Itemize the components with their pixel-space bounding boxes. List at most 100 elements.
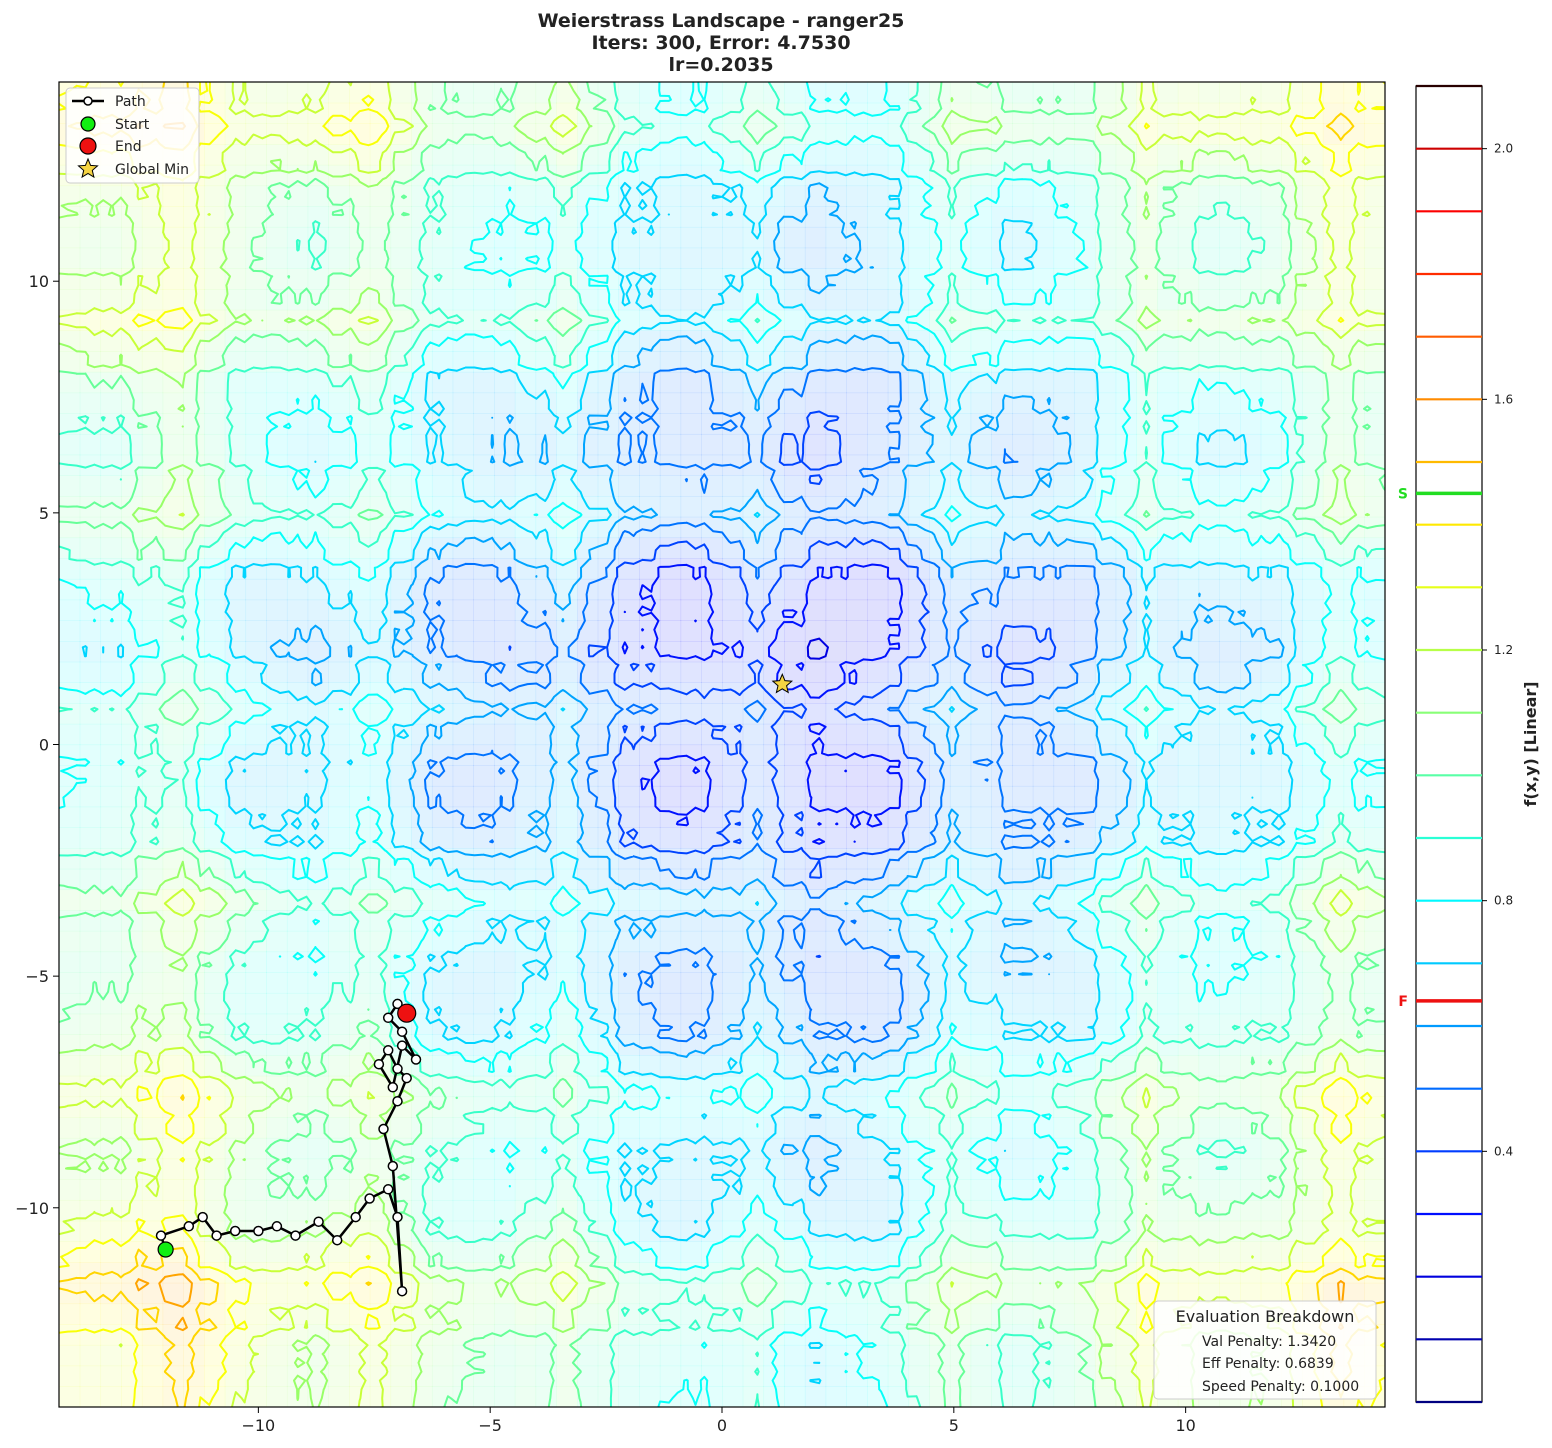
heat-cell (680, 496, 702, 518)
heat-cell (784, 185, 806, 207)
heat-cell (639, 682, 661, 704)
heat-cell (162, 806, 184, 828)
heat-cell (79, 1386, 102, 1407)
heat-cell (514, 82, 537, 104)
heat-cell (970, 1055, 992, 1077)
heat-cell (680, 433, 702, 456)
heat-cell (349, 268, 371, 290)
heat-cell (1364, 1013, 1385, 1035)
heat-cell (266, 578, 288, 601)
heat-cell (59, 848, 81, 870)
heat-cell (1136, 661, 1158, 683)
heat-cell (307, 744, 329, 766)
heat-cell (328, 226, 350, 249)
heat-cell (1032, 82, 1055, 104)
heat-cell (1157, 371, 1179, 394)
heat-cell (59, 785, 81, 808)
heat-cell (473, 1324, 495, 1346)
chart-title-line-1: Weierstrass Landscape - ranger25 (538, 10, 905, 32)
colorbar-tick-label: 1.6 (1494, 392, 1513, 406)
heat-cell (639, 1199, 661, 1222)
heat-cell (183, 806, 205, 828)
heat-cell (162, 578, 184, 601)
heat-cell (224, 123, 247, 145)
heat-cell (79, 433, 102, 456)
heat-cell (266, 433, 288, 456)
heat-cell (59, 661, 81, 683)
heat-cell (701, 1220, 723, 1242)
heat-cell (680, 1303, 702, 1325)
heat-cell (991, 433, 1013, 456)
heat-cell (266, 82, 288, 104)
heat-cell (742, 1344, 765, 1367)
heat-cell (991, 1282, 1013, 1305)
heat-cell (452, 620, 474, 642)
heat-cell (141, 578, 164, 601)
heat-cell (722, 972, 744, 994)
heat-cell (701, 765, 723, 787)
heat-cell (79, 475, 102, 497)
heat-cell (908, 1013, 930, 1035)
heat-cell (639, 247, 661, 269)
heat-cell (680, 951, 702, 973)
heat-cell (286, 1262, 309, 1284)
heat-cell (639, 1034, 661, 1056)
heat-cell (1198, 1220, 1220, 1242)
heat-cell (576, 1117, 599, 1139)
heat-cell (970, 703, 992, 725)
heat-cell (59, 475, 81, 497)
heat-cell (970, 268, 992, 290)
heat-cell (121, 537, 143, 559)
heat-cell (245, 1013, 267, 1035)
heat-cell (680, 1199, 702, 1222)
heat-cell (763, 785, 785, 808)
heat-cell (183, 330, 205, 352)
heat-cell (784, 868, 806, 891)
heat-cell (266, 889, 288, 911)
heat-cell (825, 226, 847, 249)
heat-cell (1012, 475, 1034, 497)
heat-cell (59, 889, 81, 911)
chart-title-line-2: Iters: 300, Error: 4.7530 (591, 32, 850, 54)
heat-cell (659, 785, 682, 808)
heat-cell (1012, 247, 1034, 269)
heat-cell (576, 951, 599, 973)
heat-cell (141, 785, 164, 808)
heat-cell (141, 682, 164, 704)
heat-cell (742, 1034, 765, 1056)
heat-cell (183, 1013, 205, 1035)
heat-cell (1136, 1117, 1158, 1139)
heat-cell (825, 1158, 847, 1180)
heat-cell (804, 206, 827, 228)
heat-cell (266, 1386, 288, 1407)
heat-cell (59, 1013, 81, 1035)
heat-cell (121, 1365, 143, 1387)
heat-cell (763, 599, 785, 621)
heat-cell (245, 1055, 267, 1077)
heat-cell (949, 164, 972, 187)
heat-cell (1322, 1179, 1345, 1201)
heat-cell (121, 226, 143, 249)
heat-cell (100, 433, 122, 456)
heat-cell (597, 951, 620, 973)
heat-cell (452, 206, 474, 228)
heat-cell (722, 475, 744, 497)
heat-cell (121, 703, 143, 725)
heat-cell (804, 1241, 827, 1263)
heat-cell (639, 82, 661, 104)
heat-cell (204, 433, 226, 456)
heat-cell (846, 1117, 868, 1139)
heat-cell (680, 268, 702, 290)
heat-cell (1302, 785, 1324, 808)
heat-cell (701, 910, 723, 932)
heat-cell (825, 785, 847, 808)
heat-cell (1302, 289, 1324, 311)
heat-cell (763, 1303, 785, 1325)
heat-cell (1343, 496, 1365, 518)
heat-cell (204, 309, 226, 332)
heat-cell (121, 309, 143, 332)
heat-cell (183, 351, 205, 373)
heat-cell (1136, 1055, 1158, 1077)
heat-cell (639, 1344, 661, 1367)
heat-cell (204, 1199, 226, 1222)
